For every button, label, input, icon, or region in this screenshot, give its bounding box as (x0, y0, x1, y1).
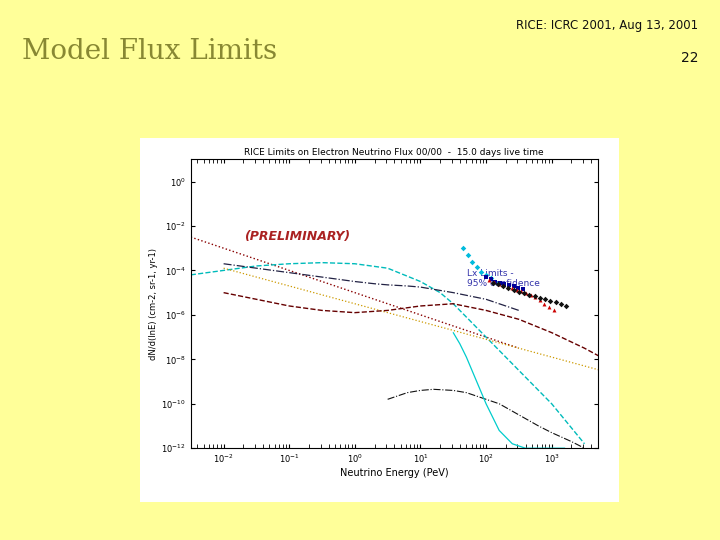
Point (498, 281, 509, 289)
Point (544, 303, 555, 312)
Point (484, 276, 495, 285)
Point (523, 291, 535, 299)
Point (508, 286, 519, 294)
Point (529, 292, 541, 301)
Point (480, 273, 492, 281)
Point (490, 277, 501, 286)
Point (560, 301, 572, 310)
Point (507, 284, 518, 293)
Point (539, 295, 551, 303)
Text: RICE: ICRC 2001, Aug 13, 2001: RICE: ICRC 2001, Aug 13, 2001 (516, 19, 698, 32)
Point (492, 280, 503, 289)
Point (508, 282, 519, 291)
Point (534, 293, 546, 302)
Point (525, 291, 536, 299)
Point (511, 286, 523, 294)
Point (521, 288, 532, 297)
Point (462, 251, 474, 259)
Text: 22: 22 (681, 51, 698, 65)
Text: Lx Limits -
95% confidence: Lx Limits - 95% confidence (467, 269, 540, 288)
Point (487, 278, 498, 287)
Point (548, 306, 559, 315)
Point (544, 296, 556, 305)
X-axis label: Neutrino Energy (PeV): Neutrino Energy (PeV) (340, 468, 449, 478)
Y-axis label: dN/d(lnE) (cm-2, sr-1, yr-1): dN/d(lnE) (cm-2, sr-1, yr-1) (150, 248, 158, 360)
Point (467, 257, 478, 266)
Point (534, 296, 546, 305)
Point (503, 281, 515, 289)
Point (503, 284, 514, 292)
Title: RICE Limits on Electron Neutrino Flux 00/00  -  15.0 days live time: RICE Limits on Electron Neutrino Flux 00… (244, 148, 544, 157)
Point (502, 282, 513, 291)
Point (513, 284, 524, 292)
Point (485, 274, 496, 282)
Point (516, 287, 527, 295)
Point (518, 289, 530, 298)
Point (485, 275, 496, 284)
Point (457, 244, 469, 253)
Point (471, 263, 482, 272)
Point (529, 293, 541, 301)
Text: Model Flux Limits: Model Flux Limits (22, 38, 276, 65)
Point (480, 271, 492, 279)
Text: (PRELIMINARY): (PRELIMINARY) (243, 230, 350, 243)
Point (498, 282, 509, 291)
Point (490, 277, 501, 286)
Point (555, 300, 567, 308)
Point (513, 287, 525, 296)
Point (476, 267, 487, 276)
Point (492, 279, 504, 288)
Point (494, 278, 505, 287)
Point (550, 298, 562, 307)
Point (517, 285, 528, 294)
Point (539, 299, 550, 308)
Point (488, 278, 500, 286)
Point (499, 279, 510, 288)
